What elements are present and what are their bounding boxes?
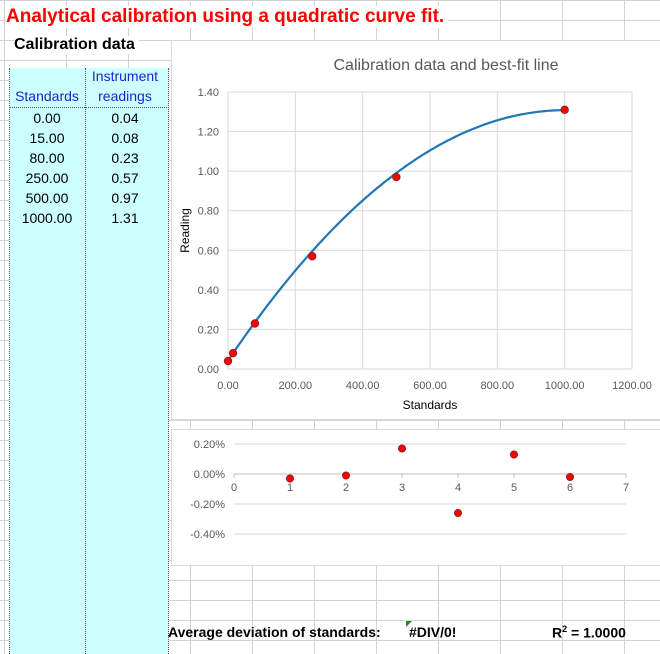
residual-chart[interactable]: 0.20% 0.00% -0.20% -0.40% 0 1 2 3 4 5 6 7 xyxy=(172,430,660,565)
x-tick-label: 0.00 xyxy=(217,380,238,392)
x-tick-label: 5 xyxy=(511,482,517,494)
table-cell-reading[interactable]: 0.23 xyxy=(111,150,139,166)
y-tick-label: 0.00 xyxy=(198,364,219,376)
residual-point xyxy=(453,509,462,518)
x-tick-label: 6 xyxy=(567,482,573,494)
table-column-divider xyxy=(85,68,86,654)
data-point xyxy=(250,319,260,328)
y-tick-label: 1.20 xyxy=(198,127,219,139)
x-tick-label: 1000.00 xyxy=(545,380,585,392)
table-cell-reading[interactable]: 0.97 xyxy=(111,190,139,206)
x-tick-label: 2 xyxy=(343,482,349,494)
table-cell-standard[interactable]: 80.00 xyxy=(29,150,65,166)
y-tick-label: 0.80 xyxy=(198,206,219,218)
table-cell-reading[interactable]: 0.04 xyxy=(111,110,139,126)
column-header-standards[interactable]: Standards xyxy=(15,88,79,104)
y-tick-label: 0.60 xyxy=(198,245,219,257)
residual-point xyxy=(397,444,406,453)
sheet-title: Analytical calibration using a quadratic… xyxy=(6,6,449,28)
column-header-instrument[interactable]: Instrument xyxy=(91,68,159,84)
r-squared-value: R2 = 1.0000 xyxy=(552,624,626,641)
table-cell-standard[interactable]: 250.00 xyxy=(25,170,69,186)
section-title: Calibration data xyxy=(14,36,139,54)
x-tick-label: 4 xyxy=(455,482,461,494)
data-point xyxy=(307,252,317,261)
x-tick-label: 200.00 xyxy=(279,380,313,392)
residual-point xyxy=(341,471,350,480)
chart-title: Calibration data and best-fit line xyxy=(333,57,558,74)
data-point xyxy=(228,348,238,358)
table-cell-standard[interactable]: 500.00 xyxy=(25,190,69,206)
table-cell-standard[interactable]: 0.00 xyxy=(33,110,61,126)
x-tick-label: 400.00 xyxy=(346,380,380,392)
y-tick-label: 0.20% xyxy=(194,439,225,451)
x-tick-label: 7 xyxy=(623,482,629,494)
data-point xyxy=(223,356,233,366)
residual-point xyxy=(509,450,518,459)
y-tick-label: 1.40 xyxy=(198,87,219,99)
calibration-chart[interactable]: Calibration data and best-fit line 0.00 0.… xyxy=(172,41,660,419)
table-cell-reading[interactable]: 0.08 xyxy=(111,130,139,146)
residual-point xyxy=(565,473,574,482)
x-tick-label: 600.00 xyxy=(413,380,447,392)
x-tick-label: 3 xyxy=(399,482,405,494)
column-header-readings[interactable]: readings xyxy=(98,88,152,104)
table-cell-standard[interactable]: 15.00 xyxy=(29,130,65,146)
calibration-table xyxy=(9,68,169,654)
x-tick-label: 0 xyxy=(231,482,237,494)
y-tick-label: 0.40 xyxy=(198,285,219,297)
y-axis-label: Reading xyxy=(178,208,192,253)
average-deviation-value[interactable]: #DIV/0! xyxy=(409,624,457,640)
y-tick-label: 0.00% xyxy=(194,469,225,481)
table-header-divider xyxy=(9,107,167,108)
y-tick-label: -0.20% xyxy=(190,499,225,511)
table-cell-reading[interactable]: 1.31 xyxy=(111,210,139,226)
x-axis-label: Standards xyxy=(403,398,458,412)
y-tick-label: -0.40% xyxy=(190,529,225,541)
x-tick-label: 1200.00 xyxy=(612,380,652,392)
data-point xyxy=(392,172,401,182)
fit-line xyxy=(227,109,565,362)
x-tick-label: 800.00 xyxy=(481,380,515,392)
data-point xyxy=(560,105,569,115)
average-deviation-label: Average deviation of standards: xyxy=(168,624,381,640)
table-cell-reading[interactable]: 0.57 xyxy=(111,170,139,186)
cell-error-indicator xyxy=(406,621,412,627)
y-tick-label: 1.00 xyxy=(198,166,219,178)
residual-point xyxy=(286,474,295,483)
x-tick-label: 1 xyxy=(287,482,293,494)
main-chart-panel[interactable]: Calibration data and best-fit line 0.00 0.… xyxy=(171,40,660,420)
table-cell-standard[interactable]: 1000.00 xyxy=(21,210,73,226)
residual-chart-panel[interactable]: 0.20% 0.00% -0.20% -0.40% 0 1 2 3 4 5 6 7 xyxy=(171,429,660,566)
y-tick-label: 0.20 xyxy=(198,324,219,336)
